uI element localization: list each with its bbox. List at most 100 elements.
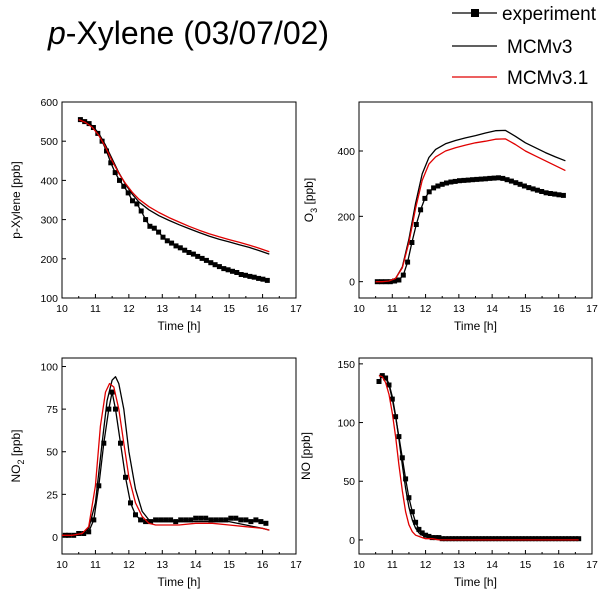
data-point-experiment xyxy=(238,272,244,277)
y-tick-label: 50 xyxy=(343,476,355,488)
x-tick-label: 13 xyxy=(156,559,168,571)
legend-label-mcmv31: MCMv3.1 xyxy=(507,68,588,89)
data-point-experiment xyxy=(556,192,562,198)
data-point-experiment xyxy=(496,175,501,181)
x-tick-label: 10 xyxy=(56,559,68,571)
y-tick-label: 100 xyxy=(40,362,58,374)
figure-title: p-Xylene (03/07/02) xyxy=(47,15,329,51)
x-tick-label: 13 xyxy=(453,559,465,571)
series-line-mcmv3-1 xyxy=(375,138,566,283)
data-point-experiment xyxy=(177,245,183,251)
data-point-experiment xyxy=(493,536,498,542)
y-tick-label: 150 xyxy=(337,359,355,371)
data-point-experiment xyxy=(109,389,115,395)
data-point-experiment xyxy=(134,201,140,207)
data-point-experiment xyxy=(123,474,128,480)
series-experiment xyxy=(77,117,270,283)
data-point-experiment xyxy=(423,532,429,538)
data-point-experiment xyxy=(452,178,458,184)
data-point-experiment xyxy=(143,519,149,525)
data-point-experiment xyxy=(489,536,495,542)
x-tick-label: 12 xyxy=(123,303,135,315)
data-point-experiment xyxy=(406,495,412,501)
data-point-experiment xyxy=(221,266,227,272)
legend-entry-mcmv31: MCMv3.1 xyxy=(452,68,588,89)
data-point-experiment xyxy=(526,536,532,542)
data-point-experiment xyxy=(512,536,518,542)
series-experiment xyxy=(374,175,566,285)
x-tick-label: 16 xyxy=(257,303,269,315)
data-point-experiment xyxy=(128,500,133,506)
data-point-experiment xyxy=(413,519,419,525)
data-point-experiment xyxy=(151,225,157,231)
data-point-experiment xyxy=(413,222,419,227)
data-point-experiment xyxy=(238,517,244,523)
data-point-experiment xyxy=(466,536,472,542)
data-point-experiment xyxy=(195,253,201,259)
y-tick-label: 200 xyxy=(337,211,355,223)
data-point-experiment xyxy=(138,517,144,523)
y-tick-label: 100 xyxy=(40,293,58,305)
data-point-experiment xyxy=(138,208,144,214)
data-point-experiment xyxy=(96,483,102,489)
data-point-experiment xyxy=(213,517,219,523)
data-point-experiment xyxy=(81,531,87,536)
data-point-experiment xyxy=(113,406,118,412)
y-tick-label: 25 xyxy=(46,489,58,501)
data-point-experiment xyxy=(418,207,424,213)
series-line-experiment xyxy=(378,374,579,540)
series-mcmv3 xyxy=(78,118,270,255)
data-point-experiment xyxy=(509,536,515,542)
data-point-experiment xyxy=(560,192,566,198)
data-point-experiment xyxy=(118,440,123,446)
data-point-experiment xyxy=(173,243,179,249)
y-tick-label: 600 xyxy=(40,97,58,109)
data-point-experiment xyxy=(569,536,575,542)
data-point-experiment xyxy=(203,257,209,263)
data-point-experiment xyxy=(183,517,189,523)
series-line-mcmv3-1 xyxy=(78,119,270,253)
y-tick-label: 300 xyxy=(40,215,58,227)
data-point-experiment xyxy=(243,517,249,523)
data-point-experiment xyxy=(539,189,545,194)
data-point-experiment xyxy=(496,536,502,542)
legend-label-experiment: experiment xyxy=(502,4,597,25)
data-point-experiment xyxy=(476,536,482,542)
x-tick-label: 14 xyxy=(190,559,202,571)
data-point-experiment xyxy=(117,177,122,183)
data-point-experiment xyxy=(465,177,471,183)
data-point-experiment xyxy=(260,276,266,282)
figure-title-rest: -Xylene (03/07/02) xyxy=(66,15,329,51)
x-tick-label: 10 xyxy=(56,303,68,315)
series-mcmv3-1 xyxy=(375,138,566,283)
data-point-experiment xyxy=(522,536,528,542)
data-point-experiment xyxy=(526,185,532,191)
series-mcmv3 xyxy=(62,376,270,536)
y-tick-label: 400 xyxy=(337,146,355,158)
data-point-experiment xyxy=(160,234,166,240)
panel-no: 10 11 12 13 14 15 16 17 0 50 100 150 Time [h] NO [ppb… xyxy=(299,357,598,589)
x-axis-label: Time [h] xyxy=(454,319,497,333)
series-line-mcmv3-1 xyxy=(62,382,270,536)
x-tick-label: 15 xyxy=(223,559,235,571)
y-axis-label: NO [ppb] xyxy=(299,432,313,480)
data-point-experiment xyxy=(566,536,572,542)
x-tick-label: 11 xyxy=(90,303,101,315)
data-point-experiment xyxy=(431,185,437,191)
x-tick-label: 11 xyxy=(90,559,101,571)
y-tick-label: 500 xyxy=(40,136,58,148)
data-point-experiment xyxy=(163,517,169,523)
data-point-experiment xyxy=(536,536,542,542)
x-tick-label: 13 xyxy=(156,303,168,315)
y-tick-label: 75 xyxy=(46,404,58,416)
data-point-experiment xyxy=(516,536,522,542)
data-point-experiment xyxy=(400,272,406,278)
y-tick-label: 400 xyxy=(40,175,58,187)
data-point-experiment xyxy=(572,536,578,542)
data-point-experiment xyxy=(108,160,114,166)
data-point-experiment xyxy=(148,519,154,525)
data-point-experiment xyxy=(461,177,467,183)
data-point-experiment xyxy=(233,515,239,521)
x-tick-label: 10 xyxy=(353,559,365,571)
